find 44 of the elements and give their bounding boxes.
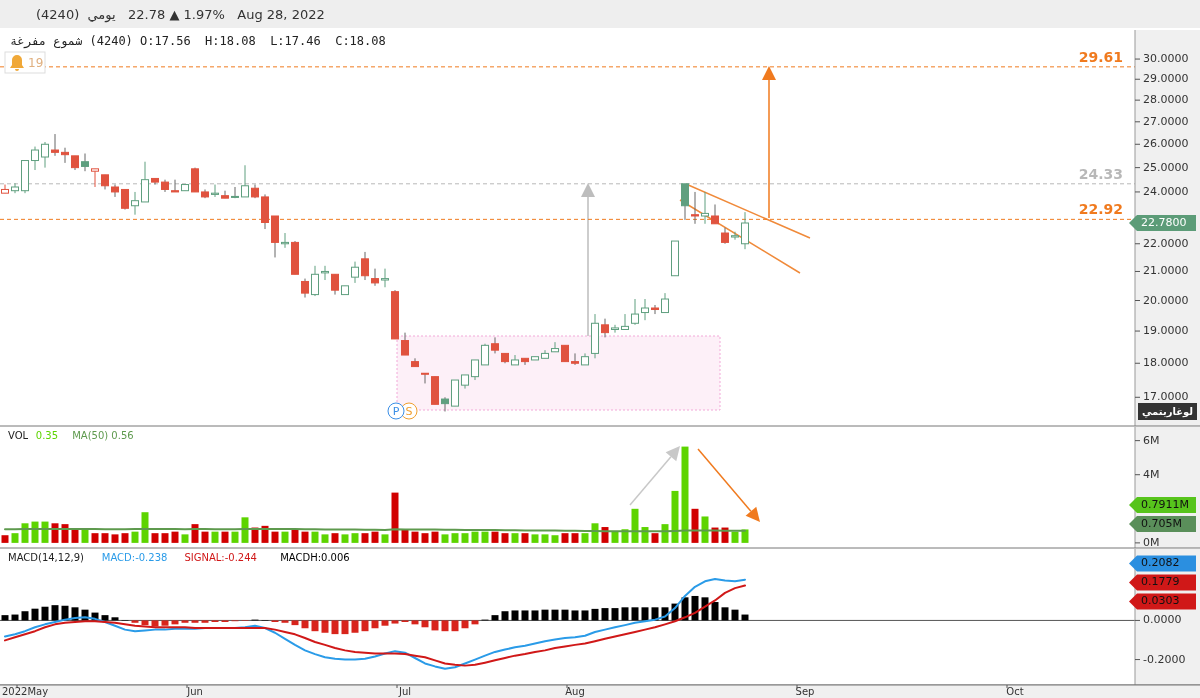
y-tick-label: 19.0000 <box>1143 324 1189 338</box>
text: 22.7800 <box>1141 216 1187 230</box>
y-tick-label: 25.0000 <box>1143 160 1189 174</box>
text: 0.0303 <box>1141 594 1180 608</box>
y-tick-label: 6M <box>1143 433 1160 447</box>
text: MACDH:0.006 <box>280 552 350 563</box>
x-tick-label: Oct <box>1006 686 1024 697</box>
text: MACD:-0.238 <box>101 552 168 563</box>
y-tick-label: 0M <box>1143 535 1160 549</box>
y-tick-label: 17.0000 <box>1143 390 1189 404</box>
annotation: S <box>405 405 413 418</box>
annotation: 19 <box>28 56 44 70</box>
y-tick-label: 18.0000 <box>1143 356 1189 370</box>
x-tick-label: Jul <box>397 686 412 697</box>
x-tick-label: Aug <box>565 686 585 697</box>
text: 0.7911M <box>1141 497 1189 511</box>
y-tick-label: -0.2000 <box>1143 652 1186 666</box>
y-tick-label: 21.0000 <box>1143 264 1189 278</box>
text: 0.2082 <box>1141 556 1180 570</box>
text: لوغاريتمي <box>1141 406 1194 418</box>
chart-title: VOL <box>8 430 29 441</box>
y-tick-label: 22.0000 <box>1143 236 1189 250</box>
text: MA(50) 0.56 <box>72 430 134 441</box>
y-tick-label: 28.0000 <box>1143 93 1189 107</box>
y-tick-label: 0.0000 <box>1143 613 1182 627</box>
text: 0.705M <box>1141 516 1182 530</box>
x-tick-label: Jun <box>186 686 203 697</box>
y-tick-label: 4M <box>1143 467 1160 481</box>
x-tick-label: Sep <box>795 686 815 697</box>
y-tick-label: 26.0000 <box>1143 137 1189 151</box>
x-tick-label: 2022May <box>1 686 49 697</box>
ref-line-label: 22.92 <box>1078 201 1123 218</box>
y-tick-label: 24.0000 <box>1143 184 1189 198</box>
ref-line-label: 29.61 <box>1078 48 1123 65</box>
text: 0.35 <box>35 430 59 441</box>
y-tick-label: 30.0000 <box>1143 52 1189 66</box>
y-tick-label: 20.0000 <box>1143 293 1189 307</box>
text: 0.1779 <box>1141 575 1180 589</box>
y-tick-label: 29.0000 <box>1143 72 1189 86</box>
text: SIGNAL:-0.244 <box>184 552 257 563</box>
chart-title: MACD(14,12,9) <box>8 552 85 563</box>
ref-line-label: 24.33 <box>1078 165 1123 182</box>
annotation: P <box>392 405 400 418</box>
y-tick-label: 27.0000 <box>1143 114 1189 128</box>
